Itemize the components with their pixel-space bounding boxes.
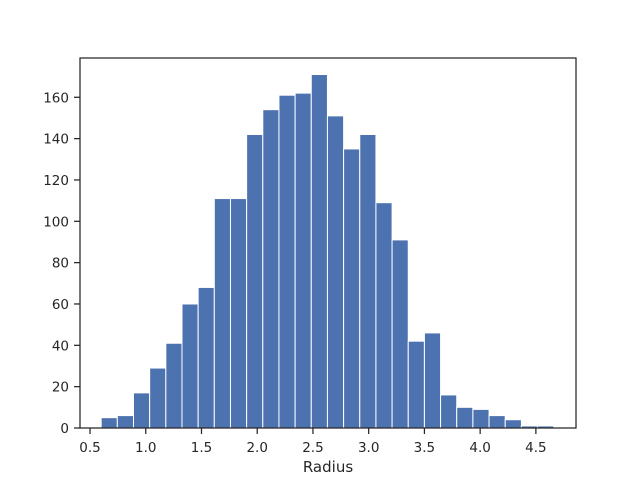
y-tick-label: 160 xyxy=(43,90,69,106)
histogram-bar xyxy=(310,74,328,429)
histogram-bar xyxy=(149,367,167,429)
histogram-bar xyxy=(375,202,393,429)
histogram-bar xyxy=(246,133,264,429)
histogram-bar xyxy=(262,109,280,429)
histogram-bar xyxy=(165,342,183,429)
histogram-bar xyxy=(472,408,490,429)
x-tick-label: 0.5 xyxy=(79,440,100,456)
y-tick-label: 20 xyxy=(52,380,69,396)
histogram-bar xyxy=(456,406,474,429)
x-tick-label: 4.0 xyxy=(469,440,490,456)
histogram-bar xyxy=(359,133,377,429)
histogram-bar xyxy=(423,332,442,429)
bars-group xyxy=(100,74,555,429)
histogram-bar xyxy=(504,419,522,429)
y-tick-label: 80 xyxy=(52,256,69,272)
y-tick-label: 140 xyxy=(43,132,69,148)
x-tick-label: 3.0 xyxy=(358,440,379,456)
histogram-bar xyxy=(440,394,458,429)
y-tick-label: 100 xyxy=(43,214,69,230)
histogram-bar xyxy=(407,340,425,429)
histogram-bar xyxy=(391,239,409,429)
histogram-bar xyxy=(116,415,135,429)
x-axis-ticks: 0.5 1.0 1.5 2.0 2.5 3.0 3.5 4.0 4.5 xyxy=(79,428,547,456)
histogram-bar xyxy=(294,92,312,429)
plot-frame xyxy=(79,57,577,429)
x-tick-label: 3.5 xyxy=(414,440,435,456)
histogram-bar xyxy=(197,286,215,429)
histogram-bar xyxy=(278,94,296,429)
histogram-bar xyxy=(100,417,118,429)
x-tick-label: 2.5 xyxy=(302,440,323,456)
histogram-bar xyxy=(181,303,199,429)
x-tick-label: 1.5 xyxy=(191,440,212,456)
histogram-bar xyxy=(343,148,361,429)
x-axis-label: Radius xyxy=(303,458,353,476)
x-tick-label: 1.0 xyxy=(135,440,156,456)
histogram-bar xyxy=(213,198,231,429)
histogram-bar xyxy=(229,198,248,429)
y-tick-label: 0 xyxy=(60,421,69,437)
histogram-bar xyxy=(133,392,151,429)
x-tick-label: 4.5 xyxy=(525,440,546,456)
y-axis-ticks: 0 20 40 60 80 100 120 140 160 xyxy=(43,90,80,437)
histogram-bar xyxy=(326,115,345,429)
x-tick-label: 2.0 xyxy=(246,440,267,456)
y-tick-label: 120 xyxy=(43,173,69,189)
y-tick-label: 40 xyxy=(52,338,69,354)
histogram-bar xyxy=(488,415,506,429)
y-tick-label: 60 xyxy=(52,297,69,313)
